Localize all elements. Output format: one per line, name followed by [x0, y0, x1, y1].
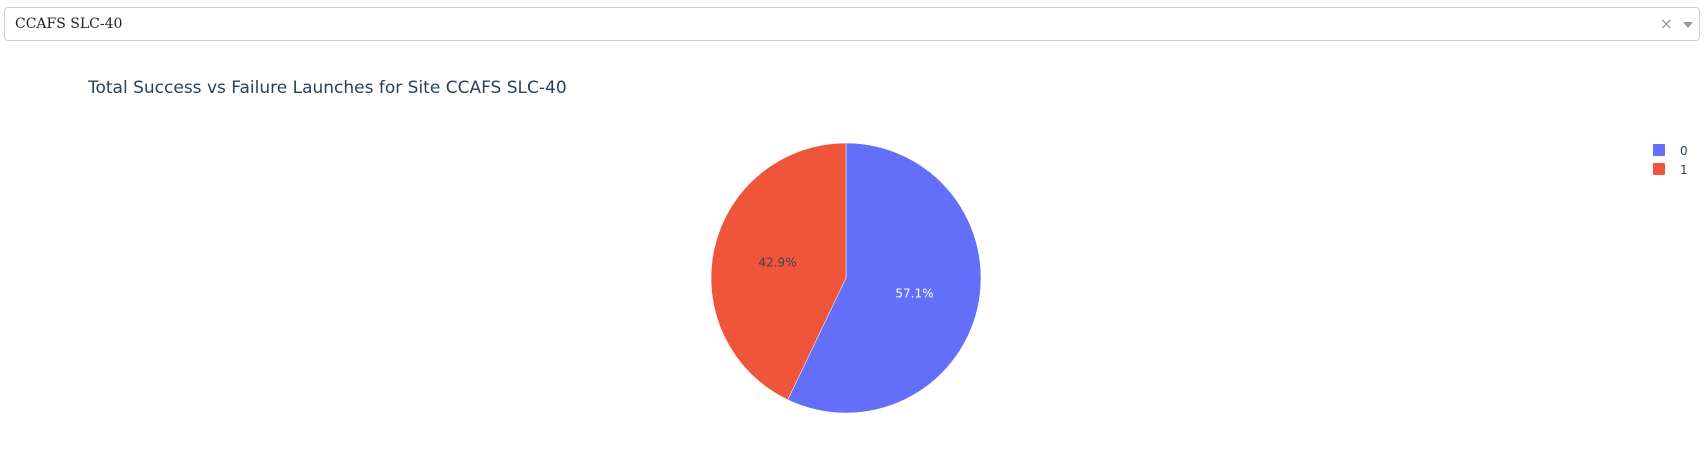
legend-swatch-0[interactable]: [1653, 144, 1665, 156]
slice-percent-label-1: 42.9%: [758, 255, 796, 269]
legend-label-0[interactable]: 0: [1680, 144, 1688, 158]
slice-percent-label-0: 57.1%: [895, 287, 933, 301]
clear-icon[interactable]: ×: [1660, 14, 1673, 33]
launch-site-dropdown[interactable]: CCAFS SLC-40 ×: [4, 7, 1700, 41]
chevron-down-icon[interactable]: [1683, 22, 1693, 28]
legend-swatch-1[interactable]: [1653, 163, 1665, 175]
legend-label-1[interactable]: 1: [1680, 163, 1688, 177]
chart-title: Total Success vs Failure Launches for Si…: [87, 78, 567, 98]
pie-slices: 57.1% 42.9%: [711, 143, 981, 413]
legend: 01: [1653, 144, 1688, 177]
pie-chart: Total Success vs Failure Launches for Si…: [0, 50, 1705, 450]
dropdown-selected-value: CCAFS SLC-40: [15, 16, 122, 32]
